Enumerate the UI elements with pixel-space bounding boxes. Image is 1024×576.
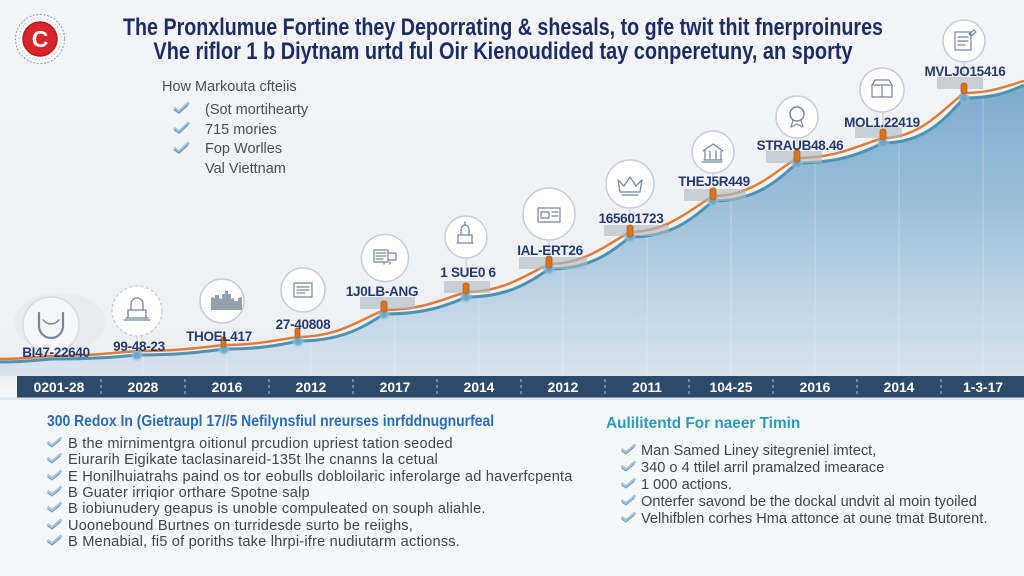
svg-text:STRAUB48.46: STRAUB48.46 [757, 138, 845, 153]
svg-text:165601723: 165601723 [599, 211, 665, 226]
svg-text:2012: 2012 [548, 380, 579, 395]
svg-text:2028: 2028 [128, 380, 159, 395]
svg-text:2017: 2017 [380, 380, 411, 395]
svg-text:IAL-ERT26: IAL-ERT26 [517, 243, 583, 258]
svg-text:2014: 2014 [884, 380, 915, 395]
svg-text:2016: 2016 [800, 380, 831, 395]
svg-text:1 SUE0 6: 1 SUE0 6 [440, 265, 496, 280]
svg-text:27-40808: 27-40808 [276, 317, 331, 332]
svg-text:1J0LB-ANG: 1J0LB-ANG [346, 284, 418, 299]
svg-text:THOEL417: THOEL417 [186, 329, 252, 344]
svg-text:99-48-23: 99-48-23 [113, 339, 165, 354]
svg-text:1-3-17: 1-3-17 [963, 380, 1003, 395]
svg-text:BI47-22640: BI47-22640 [22, 345, 90, 360]
svg-text:0201-28: 0201-28 [34, 380, 85, 395]
svg-text:C: C [32, 26, 49, 52]
svg-text:2011: 2011 [632, 380, 662, 395]
svg-text:104-25: 104-25 [710, 380, 753, 395]
svg-text:2012: 2012 [296, 380, 327, 395]
svg-text:THEJ5R449: THEJ5R449 [678, 174, 750, 189]
svg-text:2014: 2014 [464, 380, 495, 395]
svg-text:MVLJO15416: MVLJO15416 [924, 64, 1006, 79]
svg-text:2016: 2016 [212, 380, 243, 395]
svg-text:MOL1.22419: MOL1.22419 [844, 115, 920, 130]
